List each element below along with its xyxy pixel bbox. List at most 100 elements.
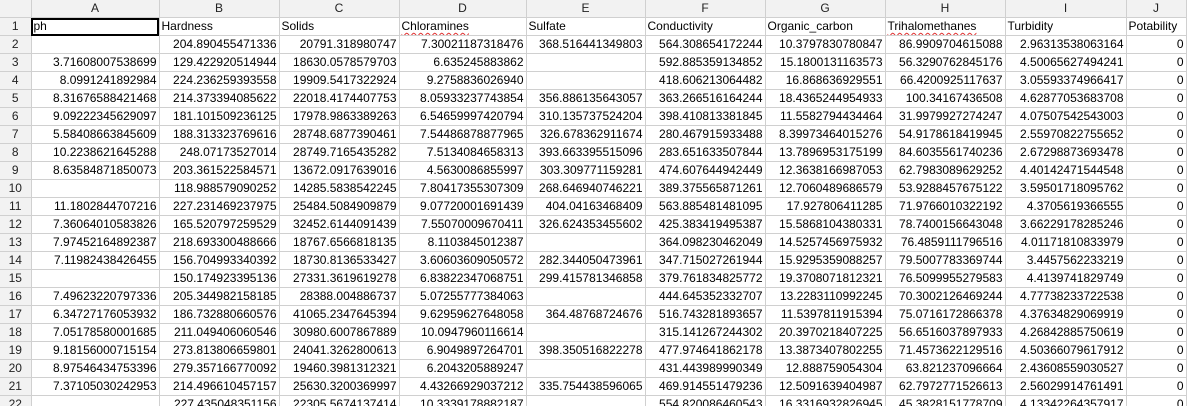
row-header[interactable]: 22: [0, 395, 32, 406]
data-cell[interactable]: 75.0716172866378: [885, 305, 1006, 324]
row-header[interactable]: 14: [0, 251, 32, 270]
data-cell[interactable]: 4.62877053683708: [1005, 89, 1127, 108]
data-cell[interactable]: 0: [1126, 71, 1187, 90]
data-cell[interactable]: 11.5582794434464: [765, 107, 886, 126]
data-cell[interactable]: 6.54659997420794: [399, 107, 527, 126]
row-header[interactable]: 13: [0, 233, 32, 252]
data-cell[interactable]: 398.410813381845: [645, 107, 766, 126]
data-cell[interactable]: 71.9766010322192: [885, 197, 1006, 216]
data-cell[interactable]: 4.37634829069919: [1005, 305, 1127, 324]
data-cell[interactable]: 28748.6877390461: [279, 125, 400, 144]
data-cell[interactable]: 214.496610457157: [159, 377, 280, 396]
data-cell[interactable]: 18767.6566818135: [279, 233, 400, 252]
data-cell[interactable]: 8.39973464015276: [765, 125, 886, 144]
data-cell[interactable]: 2.96313538063164: [1005, 35, 1127, 54]
row-header[interactable]: 7: [0, 125, 32, 144]
data-cell[interactable]: 15.5868104380331: [765, 215, 886, 234]
select-all-corner[interactable]: [0, 0, 32, 18]
data-cell[interactable]: 10.3339178882187: [399, 395, 527, 406]
data-cell[interactable]: [526, 53, 646, 72]
column-header-j[interactable]: J: [1126, 0, 1187, 18]
data-cell[interactable]: 71.4573622129516: [885, 341, 1006, 360]
data-cell[interactable]: 3.4457562233219: [1005, 251, 1127, 270]
data-cell[interactable]: [526, 395, 646, 406]
data-cell[interactable]: 9.18156000715154: [31, 341, 160, 360]
data-cell[interactable]: 20.3970218407225: [765, 323, 886, 342]
data-cell[interactable]: 6.9049897264701: [399, 341, 527, 360]
data-cell[interactable]: 53.9288457675122: [885, 179, 1006, 198]
data-cell[interactable]: 8.1103845012387: [399, 233, 527, 252]
data-cell[interactable]: [31, 35, 160, 54]
data-cell[interactable]: [31, 269, 160, 288]
row-header[interactable]: 1: [0, 17, 32, 36]
column-header-d[interactable]: D: [399, 0, 527, 18]
data-cell[interactable]: 7.05178580001685: [31, 323, 160, 342]
data-cell[interactable]: 12.888759054304: [765, 359, 886, 378]
data-cell[interactable]: 13672.0917639016: [279, 161, 400, 180]
data-cell[interactable]: 156.704993340392: [159, 251, 280, 270]
data-cell[interactable]: 79.5007783369744: [885, 251, 1006, 270]
data-cell[interactable]: 30980.6007867889: [279, 323, 400, 342]
data-cell[interactable]: 9.07720001691439: [399, 197, 527, 216]
data-cell[interactable]: 7.36064010583826: [31, 215, 160, 234]
data-cell[interactable]: 20791.318980747: [279, 35, 400, 54]
data-cell[interactable]: 62.7983089629252: [885, 161, 1006, 180]
data-cell[interactable]: 379.761834825772: [645, 269, 766, 288]
data-cell[interactable]: 282.344050473961: [526, 251, 646, 270]
header-cell[interactable]: Chloramines: [399, 17, 527, 36]
column-header-i[interactable]: I: [1005, 0, 1127, 18]
data-cell[interactable]: 13.2283110992245: [765, 287, 886, 306]
data-cell[interactable]: 0: [1126, 377, 1187, 396]
data-cell[interactable]: 118.988579090252: [159, 179, 280, 198]
data-cell[interactable]: 10.2238621645288: [31, 143, 160, 162]
data-cell[interactable]: 211.049406060546: [159, 323, 280, 342]
data-cell[interactable]: 16.3316932826945: [765, 395, 886, 406]
data-cell[interactable]: 15.9295359088257: [765, 251, 886, 270]
data-cell[interactable]: 0: [1126, 233, 1187, 252]
header-cell[interactable]: Turbidity: [1005, 17, 1127, 36]
row-header[interactable]: 15: [0, 269, 32, 288]
data-cell[interactable]: 63.821237096664: [885, 359, 1006, 378]
data-cell[interactable]: 7.5134084658313: [399, 143, 527, 162]
data-cell[interactable]: 248.07173527014: [159, 143, 280, 162]
data-cell[interactable]: 393.663395515096: [526, 143, 646, 162]
data-cell[interactable]: 12.3638166987053: [765, 161, 886, 180]
data-cell[interactable]: 404.04163468409: [526, 197, 646, 216]
data-cell[interactable]: 204.890455471336: [159, 35, 280, 54]
data-cell[interactable]: [31, 395, 160, 406]
data-cell[interactable]: 5.07255777384063: [399, 287, 527, 306]
header-cell[interactable]: Organic_carbon: [765, 17, 886, 36]
data-cell[interactable]: 78.7400156643048: [885, 215, 1006, 234]
data-cell[interactable]: 19909.5417322924: [279, 71, 400, 90]
data-cell[interactable]: 18630.0578579703: [279, 53, 400, 72]
data-cell[interactable]: 335.754438596065: [526, 377, 646, 396]
column-header-g[interactable]: G: [765, 0, 886, 18]
data-cell[interactable]: 0: [1126, 53, 1187, 72]
data-cell[interactable]: 444.645352332707: [645, 287, 766, 306]
data-cell[interactable]: 13.3873407802255: [765, 341, 886, 360]
data-cell[interactable]: 19460.3981312321: [279, 359, 400, 378]
data-cell[interactable]: 17.927806411285: [765, 197, 886, 216]
data-cell[interactable]: 280.467915933488: [645, 125, 766, 144]
data-cell[interactable]: 8.0991241892984: [31, 71, 160, 90]
data-cell[interactable]: 100.34167436508: [885, 89, 1006, 108]
data-cell[interactable]: 299.415781346858: [526, 269, 646, 288]
row-header[interactable]: 16: [0, 287, 32, 306]
data-cell[interactable]: 227.231469237975: [159, 197, 280, 216]
data-cell[interactable]: 273.813806659801: [159, 341, 280, 360]
data-cell[interactable]: 592.885359134852: [645, 53, 766, 72]
row-header[interactable]: 8: [0, 143, 32, 162]
data-cell[interactable]: 2.55970822755652: [1005, 125, 1127, 144]
row-header[interactable]: 19: [0, 341, 32, 360]
header-cell[interactable]: Hardness: [159, 17, 280, 36]
data-cell[interactable]: 14.5257456975932: [765, 233, 886, 252]
row-header[interactable]: 12: [0, 215, 32, 234]
data-cell[interactable]: 18.4365244954933: [765, 89, 886, 108]
data-cell[interactable]: 181.101509236125: [159, 107, 280, 126]
data-cell[interactable]: 54.9178618419945: [885, 125, 1006, 144]
data-cell[interactable]: 4.43266929037212: [399, 377, 527, 396]
data-cell[interactable]: 66.4200925117637: [885, 71, 1006, 90]
data-cell[interactable]: 4.07507542543003: [1005, 107, 1127, 126]
data-cell[interactable]: 27331.3619619278: [279, 269, 400, 288]
data-cell[interactable]: 283.651633507844: [645, 143, 766, 162]
